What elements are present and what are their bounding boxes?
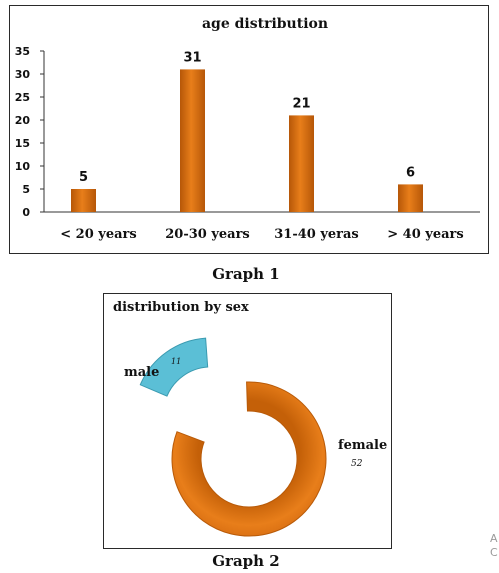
- label-male: male: [124, 365, 159, 380]
- y-tick-label: 20: [15, 114, 31, 127]
- y-tick-label: 0: [22, 206, 30, 219]
- bar: [398, 184, 423, 212]
- age-distribution-chart: age distribution 0 5 10 15 20 25 30 35 5 < 20 year…: [15, 16, 480, 242]
- value-male: 11: [171, 357, 181, 366]
- data-label: 21: [292, 96, 310, 111]
- y-tick-label: 30: [15, 68, 31, 81]
- bar: [71, 189, 96, 212]
- y-tick-label: 10: [15, 160, 31, 173]
- x-tick-label: 31-40 yeras: [274, 227, 359, 242]
- label-female: female: [338, 438, 387, 453]
- y-tick-label: 5: [22, 183, 30, 196]
- bar: [289, 115, 314, 212]
- age-distribution-chart-frame: age distribution 0 5 10 15 20 25 30 35 5 < 20 year…: [9, 5, 489, 254]
- graph-1-caption: Graph 1: [212, 265, 280, 283]
- graph-2-caption: Graph 2: [212, 552, 280, 570]
- chart-title: distribution by sex: [113, 300, 249, 315]
- chart-title: age distribution: [202, 16, 328, 32]
- x-tick-label: 20-30 years: [165, 227, 250, 242]
- edge-text-fragment: A C: [490, 532, 498, 559]
- slice-female: [171, 381, 327, 537]
- bar: [180, 69, 205, 213]
- x-tick-label: < 20 years: [60, 227, 136, 242]
- y-tick-label: 15: [15, 137, 30, 150]
- sex-distribution-chart: distribution by sex male 11 female 52: [113, 300, 387, 537]
- slice-male: [139, 337, 209, 397]
- sex-distribution-chart-frame: distribution by sex male 11 female 52: [103, 293, 392, 549]
- data-label: 6: [406, 165, 415, 180]
- data-label: 5: [79, 170, 88, 185]
- y-tick-label: 25: [15, 91, 30, 104]
- x-tick-label: > 40 years: [387, 227, 463, 242]
- y-tick-label: 35: [15, 45, 30, 58]
- value-female: 52: [351, 459, 363, 469]
- data-label: 31: [183, 50, 201, 65]
